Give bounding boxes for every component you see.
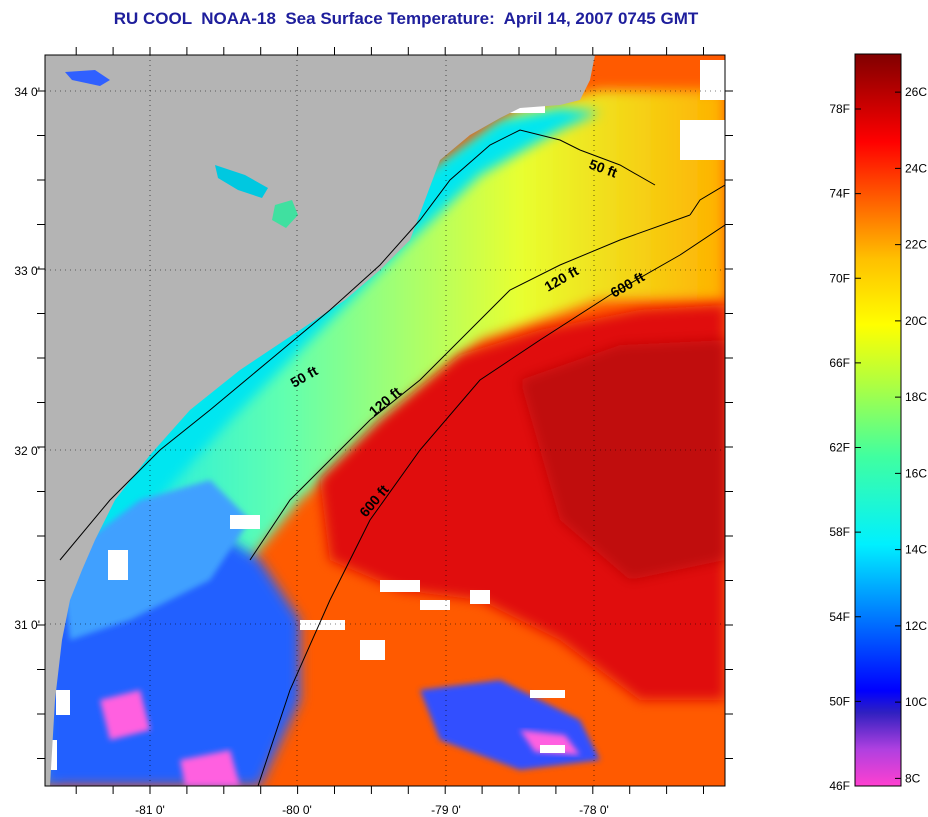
graticule: [45, 55, 725, 786]
colorbar-f-label: 74F: [829, 187, 850, 201]
colorbar-c-label: 18C: [905, 390, 927, 404]
lat-label: 34 0': [14, 85, 40, 99]
lon-label: -79 0': [431, 803, 461, 817]
colorbar-f-label: 62F: [829, 441, 850, 455]
map-frame: [44, 54, 726, 787]
colorbar-fahrenheit-labels: 78F 74F 70F 66F 62F 58F 54F 50F 46F: [829, 102, 850, 793]
colorbar-c-label: 10C: [905, 695, 927, 709]
lon-axis-labels: -81 0' -80 0' -79 0' -78 0': [135, 803, 609, 817]
colorbar-c-label: 8C: [905, 771, 921, 785]
lon-label: -81 0': [135, 803, 165, 817]
sst-image: [45, 55, 725, 786]
axis-ticks: [37, 47, 733, 794]
colorbar-celsius-labels: 26C 24C 22C 20C 18C 16C 14C 12C 10C 8C: [905, 85, 927, 785]
lon-label: -78 0': [579, 803, 609, 817]
colorbar-f-label: 54F: [829, 610, 850, 624]
colorbar-c-label: 12C: [905, 619, 927, 633]
lat-label: 33 0': [14, 264, 40, 278]
colorbar-f-label: 50F: [829, 694, 850, 708]
colorbar-c-label: 26C: [905, 85, 927, 99]
colorbar-c-label: 24C: [905, 161, 927, 175]
lat-label: 32 0': [14, 444, 40, 458]
land-mass: [45, 55, 595, 786]
lon-label: -80 0': [282, 803, 312, 817]
colorbar-f-label: 78F: [829, 102, 850, 116]
colorbar-f-label: 46F: [829, 779, 850, 793]
lat-axis-labels: 34 0' 33 0' 32 0' 31 0': [14, 85, 40, 632]
colorbar-c-label: 14C: [905, 543, 927, 557]
colorbar-c-label: 22C: [905, 238, 927, 252]
lat-label: 31 0': [14, 618, 40, 632]
colorbar-c-label: 20C: [905, 314, 927, 328]
colorbar-f-label: 66F: [829, 356, 850, 370]
colorbar-ticks: [855, 91, 901, 787]
colorbar-c-label: 16C: [905, 466, 927, 480]
colorbar-gradient: [854, 53, 902, 787]
colorbar: 78F 74F 70F 66F 62F 58F 54F 50F 46F 26C 24C 22C 20C…: [829, 53, 927, 793]
colorbar-f-label: 58F: [829, 525, 850, 539]
colorbar-f-label: 70F: [829, 271, 850, 285]
map-title: RU COOL NOAA-18 Sea Surface Temperature:…: [113, 9, 699, 28]
